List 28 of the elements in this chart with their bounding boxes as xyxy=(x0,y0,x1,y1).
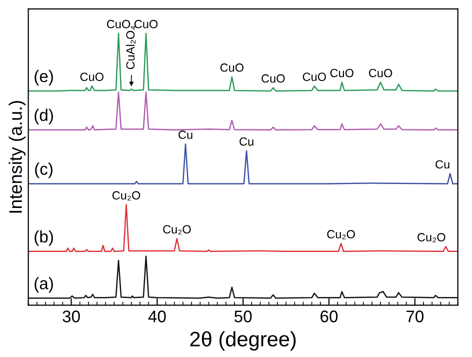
annotation: CuO xyxy=(220,63,244,72)
annotation: CuAl₂O₄ xyxy=(126,26,136,70)
annotation: Cu₂O xyxy=(418,233,446,242)
annotation: CuO xyxy=(134,20,158,28)
y-axis-title: Intensity (a.u.) xyxy=(8,100,26,213)
annotation: Cu₂O xyxy=(112,191,140,200)
annotation: Cu₂O xyxy=(327,230,355,240)
x-tick-label: 50 xyxy=(234,310,252,322)
annotation: CuO xyxy=(368,68,392,78)
annotation: Cu xyxy=(178,130,192,139)
annotation: CuO xyxy=(330,68,354,78)
annotation: (c) xyxy=(35,162,52,178)
annotation: (a) xyxy=(34,277,53,293)
annotation: Cu xyxy=(240,137,254,146)
x-tick-label: 40 xyxy=(148,310,166,322)
x-tick-label: 70 xyxy=(406,310,424,322)
annotation: CuO xyxy=(302,72,326,82)
annotation: CuO xyxy=(262,74,285,83)
annotation: Cu₂O xyxy=(163,225,191,234)
annotation: (e) xyxy=(34,70,53,86)
x-tick-label: 60 xyxy=(320,310,338,322)
x-axis-title: 2θ (degree) xyxy=(190,331,296,351)
annotation: Cu xyxy=(436,160,450,169)
annotation: CuO xyxy=(80,72,104,82)
annotation: CuO xyxy=(106,20,130,28)
annotation: (b) xyxy=(34,230,53,246)
annotation: (d) xyxy=(34,108,53,124)
x-tick-label: 30 xyxy=(62,310,80,322)
